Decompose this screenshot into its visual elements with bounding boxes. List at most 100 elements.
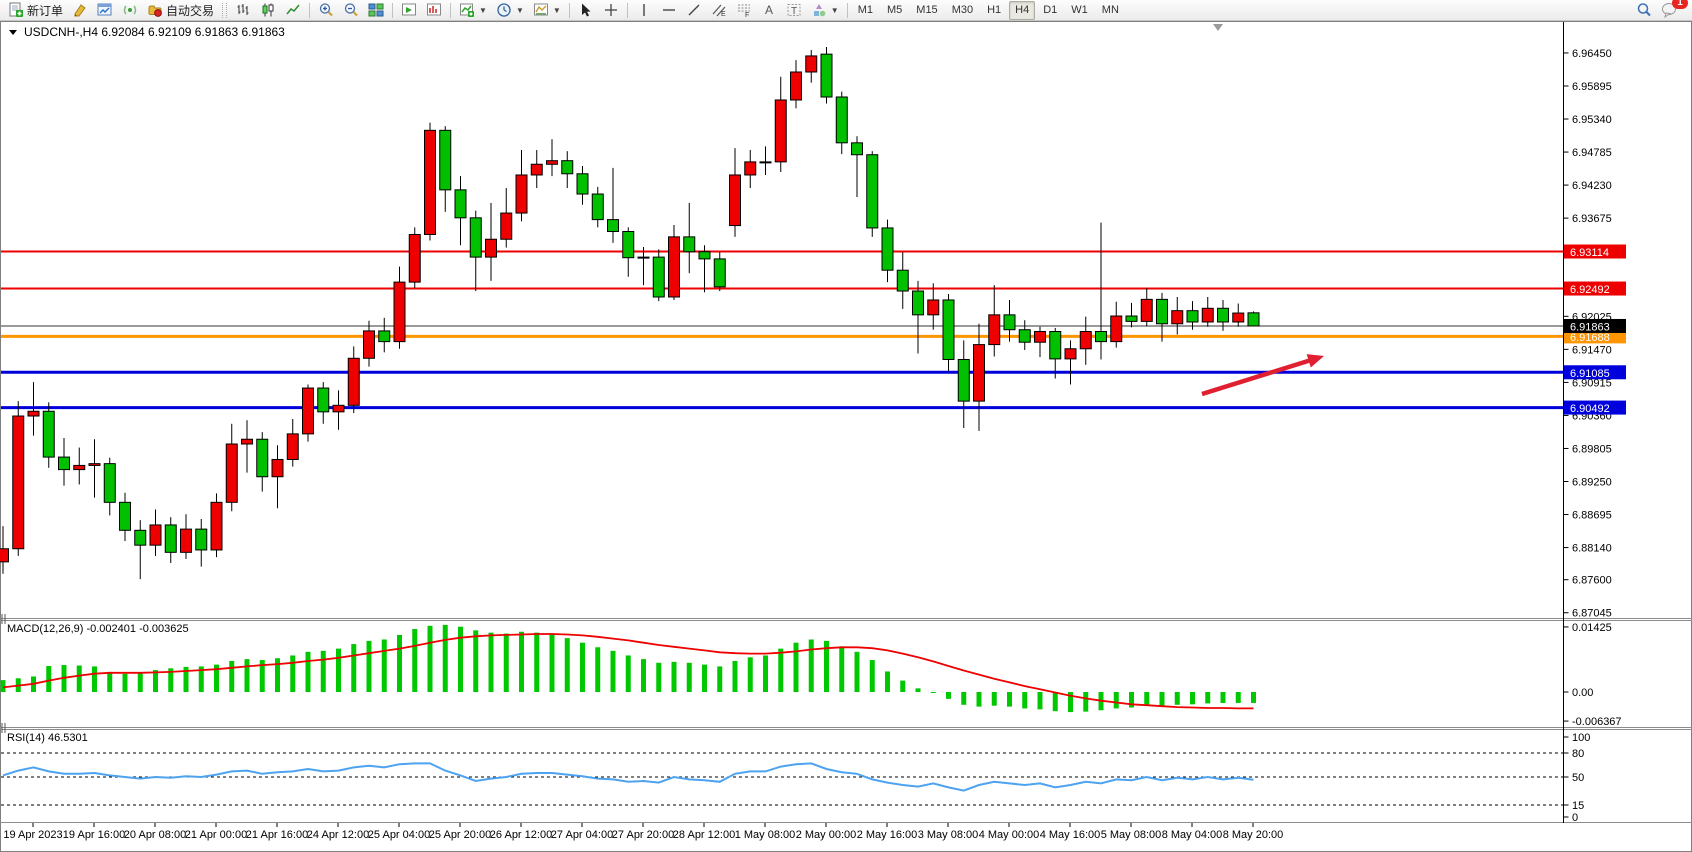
clock-icon (497, 3, 511, 17)
timeframe-button-m30[interactable]: M30 (951, 3, 974, 16)
signals-button[interactable] (118, 0, 142, 20)
macd-histogram-bar (915, 688, 921, 692)
new-chart-button[interactable] (422, 0, 446, 20)
candle (1095, 222, 1107, 360)
macd-histogram-bar (839, 646, 845, 692)
candlestick-mode-button[interactable] (256, 0, 280, 20)
candle (1018, 320, 1031, 350)
strategy-tester-button[interactable] (397, 0, 421, 20)
styler-button[interactable] (68, 0, 92, 20)
price-tick-label: 6.93675 (1572, 213, 1612, 225)
macd-histogram-bar (641, 659, 646, 692)
candle (729, 148, 741, 237)
timeframe-button-m15[interactable]: M15 (916, 3, 938, 16)
candle (668, 224, 680, 300)
timeframe-button-d1[interactable]: D1 (1043, 3, 1058, 16)
candle (805, 49, 818, 83)
fibonacci-tool-button[interactable]: F (732, 0, 756, 20)
channel-icon: E (712, 4, 726, 18)
candle (515, 149, 528, 222)
macd-histogram-bar (198, 666, 204, 692)
macd-histogram-bar (930, 692, 936, 693)
candle (591, 186, 604, 228)
macd-histogram-bar (1235, 692, 1241, 703)
price-tick-label: 6.88140 (1572, 543, 1612, 555)
macd-histogram-bar (564, 638, 570, 692)
notification-badge: 1 (1672, 0, 1688, 9)
zoom-out-button[interactable] (339, 0, 363, 20)
channel-tool-button[interactable]: E (707, 0, 731, 20)
price-level-tag (1564, 400, 1626, 415)
rsi-tick-label: 15 (1572, 800, 1584, 812)
macd-histogram-bar (1022, 692, 1028, 709)
time-tick-label: 1 May 08:00 (735, 829, 796, 841)
candle (58, 438, 70, 486)
text-label-tool-button[interactable]: T (782, 0, 806, 20)
macd-histogram-bar (869, 660, 875, 692)
timeframe-button-h1[interactable]: H1 (987, 3, 1002, 16)
text-tool-button[interactable]: A (757, 0, 781, 20)
time-tick-label: 25 Apr 20:00 (429, 829, 491, 841)
macd-histogram-bar (976, 692, 982, 707)
time-tick-label: 3 May 08:00 (918, 829, 979, 841)
candle (1171, 296, 1184, 335)
indicators-button[interactable]: ▼ (455, 0, 491, 20)
candle (713, 252, 726, 292)
horizontal-line-tool-button[interactable] (657, 0, 681, 20)
chart-canvas[interactable]: 6.96450 6.95895 6.95340 6.94785 6.94230 6.936… (0, 21, 1692, 852)
templates-icon (533, 3, 548, 16)
trend-arrow[interactable] (1201, 354, 1324, 397)
timeframe-button-w1[interactable]: W1 (1071, 3, 1088, 16)
macd-histogram-bar (1007, 692, 1012, 707)
candle (42, 402, 55, 468)
trendline-tool-button[interactable] (682, 0, 706, 20)
time-tick-label: 27 Apr 04:00 (551, 829, 613, 841)
price-tick-label: 6.96450 (1572, 48, 1612, 60)
chart-menu-icon[interactable] (9, 30, 17, 35)
timeframe-button-m1[interactable]: M1 (857, 3, 873, 16)
shapes-caret-icon: ▼ (830, 5, 839, 15)
candle (607, 167, 619, 243)
candle (774, 76, 787, 172)
templates-button[interactable]: ▼ (529, 0, 565, 20)
price-tick-label: 6.90915 (1572, 377, 1612, 389)
market-watch-button[interactable] (93, 0, 117, 20)
periods-button[interactable]: ▼ (492, 0, 528, 20)
zoom-out-icon (344, 3, 358, 17)
chat-button[interactable]: 1 (1657, 0, 1688, 20)
candle (881, 219, 894, 283)
candle (271, 445, 284, 509)
chart-window-icon (97, 3, 112, 16)
tile-windows-button[interactable] (364, 0, 388, 20)
vertical-line-tool-button[interactable] (632, 0, 656, 20)
time-tick-label: 2 May 16:00 (857, 829, 918, 841)
new-order-button[interactable]: 新订单 (4, 0, 67, 20)
macd-tick-label: -0.006367 (1572, 716, 1622, 728)
crosshair-icon (604, 4, 617, 16)
auto-trading-button[interactable]: 自动交易 (143, 0, 218, 20)
crosshair-tool-button[interactable] (599, 0, 623, 20)
zoom-in-button[interactable] (314, 0, 338, 20)
cursor-tool-button[interactable] (574, 0, 598, 20)
bar-chart-mode-button[interactable] (231, 0, 255, 20)
macd-histogram-bar (1113, 692, 1119, 709)
timeframe-button-m5[interactable]: M5 (887, 3, 903, 16)
chart-shift-marker-icon[interactable] (1213, 24, 1223, 31)
timeframe-button-mn[interactable]: MN (1101, 3, 1119, 16)
candle (1125, 302, 1138, 328)
candle (652, 249, 665, 302)
candle (332, 390, 345, 430)
macd-histogram-bar (549, 634, 555, 692)
candle (683, 202, 696, 274)
toolbar-grip[interactable] (222, 2, 228, 18)
macd-histogram-bar (214, 664, 219, 692)
search-button[interactable] (1632, 0, 1656, 20)
candle (835, 91, 848, 155)
candle (530, 149, 543, 189)
line-chart-mode-button[interactable] (281, 0, 305, 20)
rsi-tick-label: 50 (1572, 772, 1584, 784)
timeframe-button-h4[interactable]: H4 (1009, 0, 1036, 20)
shapes-tool-button[interactable]: ▼ (807, 0, 843, 20)
macd-histogram-bar (1174, 692, 1180, 705)
